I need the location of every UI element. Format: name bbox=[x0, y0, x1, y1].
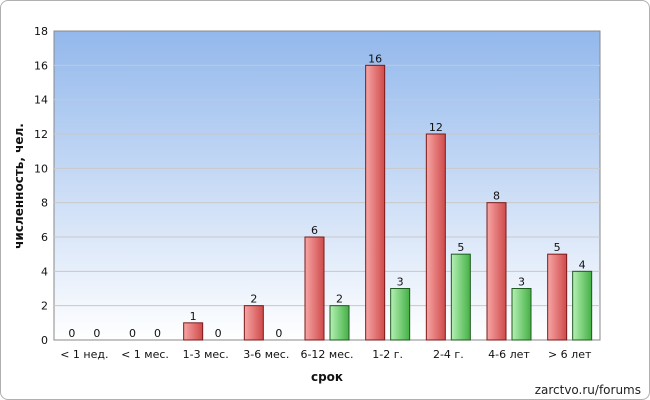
y-tick-label: 14 bbox=[34, 94, 48, 107]
y-tick-label: 10 bbox=[34, 162, 48, 175]
bar-value-label: 6 bbox=[311, 224, 318, 237]
bar-value-label: 0 bbox=[129, 327, 136, 340]
bar-value-label: 2 bbox=[336, 293, 343, 306]
bar-value-label: 0 bbox=[68, 327, 75, 340]
bar-series-2 bbox=[450, 253, 471, 341]
bar-value-label: 3 bbox=[397, 276, 404, 289]
bar-value-label: 4 bbox=[579, 258, 586, 271]
x-tick-label: 2-4 г. bbox=[433, 348, 464, 361]
y-tick-label: 4 bbox=[41, 265, 48, 278]
data-labels: 0 0 0 0 1 0 2 0 6 2 16 3 12 5 8 3 5 4 bbox=[68, 52, 585, 340]
y-tick-label: 2 bbox=[41, 300, 48, 313]
y-tick-label: 0 bbox=[41, 334, 48, 347]
x-tick-label: < 1 мес. bbox=[121, 348, 169, 361]
bar-series-1 bbox=[425, 133, 446, 341]
y-axis-title: численность, чел. bbox=[12, 123, 26, 249]
bar-value-label: 0 bbox=[93, 327, 100, 340]
bar-series-2 bbox=[572, 270, 593, 341]
bar-value-label: 5 bbox=[457, 241, 464, 254]
x-tick-label: 6-12 мес. bbox=[300, 348, 353, 361]
bar-value-label: 0 bbox=[275, 327, 282, 340]
bar-series-1 bbox=[243, 305, 264, 341]
x-tick-label: 1-3 мес. bbox=[183, 348, 229, 361]
watermark-text: zarctvo.ru/forums bbox=[535, 383, 641, 397]
bar-series-2 bbox=[329, 305, 350, 341]
bar-value-label: 3 bbox=[518, 276, 525, 289]
bar-value-label: 12 bbox=[429, 121, 443, 134]
bar-series-1 bbox=[547, 253, 568, 341]
bars bbox=[183, 64, 593, 341]
y-tick-label: 8 bbox=[41, 197, 48, 210]
bar-series-1 bbox=[365, 64, 386, 341]
bar-value-label: 16 bbox=[368, 52, 382, 65]
x-tick-label: 1-2 г. bbox=[372, 348, 403, 361]
bar-series-2 bbox=[390, 288, 411, 341]
gridlines bbox=[54, 64, 600, 307]
y-tick-label: 18 bbox=[34, 25, 48, 38]
bar-value-label: 0 bbox=[154, 327, 161, 340]
x-tick-label: 4-6 лет bbox=[488, 348, 530, 361]
bar-value-label: 0 bbox=[215, 327, 222, 340]
bar-value-label: 1 bbox=[190, 310, 197, 323]
bar-series-1 bbox=[486, 202, 507, 341]
bar-series-1 bbox=[304, 236, 325, 341]
y-tick-label: 6 bbox=[41, 231, 48, 244]
bar-value-label: 2 bbox=[250, 293, 257, 306]
plot-area bbox=[53, 30, 601, 341]
x-tick-label: 3-6 мес. bbox=[243, 348, 289, 361]
bar-value-label: 8 bbox=[493, 190, 500, 203]
y-tick-label: 16 bbox=[34, 59, 48, 72]
bar-series-2 bbox=[511, 288, 532, 341]
x-tick-label: < 1 нед. bbox=[60, 348, 108, 361]
x-axis-title: срок bbox=[311, 370, 343, 384]
x-axis-ticks: < 1 нед. < 1 мес. 1-3 мес. 3-6 мес. 6-12 мес… bbox=[60, 348, 592, 361]
y-axis-ticks: 0 2 4 6 8 10 12 14 16 18 bbox=[34, 25, 48, 347]
bar-value-label: 5 bbox=[554, 241, 561, 254]
x-tick-label: > 6 лет bbox=[548, 348, 592, 361]
bar-series-1 bbox=[183, 322, 204, 341]
y-tick-label: 12 bbox=[34, 128, 48, 141]
